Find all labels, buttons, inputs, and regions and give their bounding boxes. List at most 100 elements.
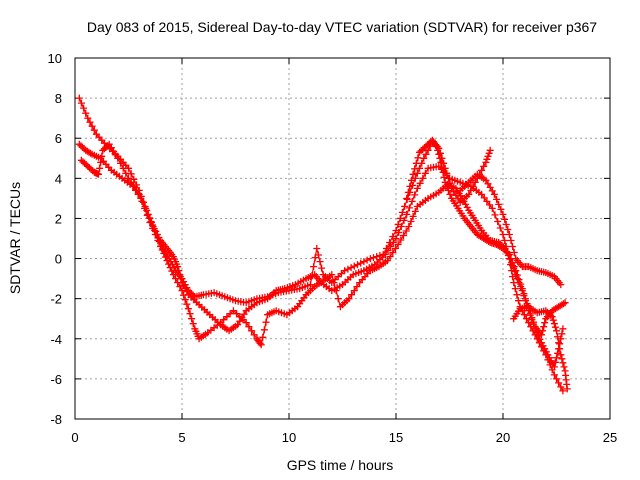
data-point — [444, 186, 452, 194]
data-point — [485, 238, 493, 245]
data-point — [480, 162, 488, 170]
data-point — [400, 216, 408, 224]
data-point — [467, 186, 475, 194]
axis-ticks — [74, 57, 611, 420]
y-tick-label: 4 — [55, 171, 62, 186]
data-point — [496, 224, 504, 232]
data-point — [435, 150, 443, 158]
data-point — [549, 316, 557, 324]
data-point — [513, 271, 521, 279]
data-point — [161, 253, 169, 261]
data-point — [543, 308, 551, 316]
data-point — [557, 351, 565, 359]
data-point — [515, 297, 522, 305]
y-tick-label: 0 — [55, 252, 62, 267]
data-point — [146, 219, 154, 226]
data-point — [557, 383, 565, 391]
y-tick-label: -6 — [50, 372, 62, 387]
data-point — [528, 314, 536, 322]
data-point — [422, 150, 430, 158]
data-point — [551, 358, 559, 366]
data-point — [484, 152, 492, 160]
data-point — [501, 246, 509, 254]
data-point — [502, 248, 510, 255]
data-point — [328, 271, 336, 279]
data-point — [406, 182, 414, 190]
data-point — [555, 339, 563, 347]
data-point — [141, 204, 149, 212]
data-point — [392, 227, 400, 234]
series-track-5 — [456, 170, 565, 289]
data-point — [494, 218, 502, 225]
data-point — [465, 190, 473, 198]
data-point — [308, 272, 316, 280]
data-point — [407, 218, 415, 225]
data-point — [551, 323, 559, 331]
data-point — [502, 221, 510, 228]
data-point — [510, 249, 518, 256]
data-point — [334, 295, 342, 303]
data-point — [504, 249, 512, 257]
data-point — [478, 166, 486, 174]
data-point — [96, 164, 104, 172]
data-point — [505, 231, 513, 238]
data-point — [151, 231, 159, 238]
data-point — [77, 142, 85, 150]
data-point — [360, 258, 368, 266]
data-point — [499, 245, 507, 252]
data-point — [482, 158, 490, 166]
data-point — [80, 104, 88, 112]
data-point — [520, 290, 528, 298]
data-point — [306, 281, 314, 289]
data-point — [544, 351, 552, 359]
data-point — [536, 335, 544, 343]
data-point — [117, 159, 124, 167]
data-point — [413, 169, 421, 177]
data-point — [97, 158, 105, 166]
data-point — [416, 148, 423, 156]
data-point — [189, 320, 197, 328]
data-point — [313, 245, 321, 252]
data-point — [122, 169, 130, 177]
data-point — [257, 341, 265, 349]
data-point — [176, 283, 184, 291]
x-tick-label: 0 — [71, 430, 78, 445]
data-point — [394, 221, 402, 228]
data-point — [180, 291, 188, 299]
data-point — [443, 169, 451, 177]
data-point — [484, 180, 492, 188]
y-tick-label: -2 — [50, 292, 62, 307]
data-point — [248, 327, 256, 335]
data-point — [538, 339, 545, 347]
data-point — [520, 311, 528, 319]
data-point — [411, 191, 419, 199]
data-point — [486, 146, 494, 154]
data-point — [515, 276, 523, 284]
data-point — [353, 283, 361, 291]
data-point — [436, 154, 444, 162]
series-track-4 — [403, 136, 569, 339]
data-point — [446, 190, 454, 198]
data-point — [490, 190, 498, 198]
data-point — [422, 142, 430, 150]
data-point — [310, 263, 318, 271]
data-point — [547, 357, 555, 365]
x-tick-label: 25 — [603, 430, 617, 445]
data-point — [379, 251, 387, 258]
data-point — [563, 385, 571, 393]
data-point — [504, 226, 512, 233]
data-point — [217, 319, 224, 327]
data-point — [495, 200, 503, 208]
data-point — [440, 173, 448, 181]
data-point — [438, 163, 446, 171]
data-point — [259, 333, 267, 341]
data-point — [350, 262, 358, 270]
data-point — [559, 359, 567, 367]
x-tick-label: 10 — [282, 430, 296, 445]
data-point — [127, 178, 135, 186]
series-track-3 — [77, 140, 567, 371]
data-point — [419, 145, 427, 153]
data-point — [394, 241, 402, 248]
data-point — [75, 140, 83, 148]
